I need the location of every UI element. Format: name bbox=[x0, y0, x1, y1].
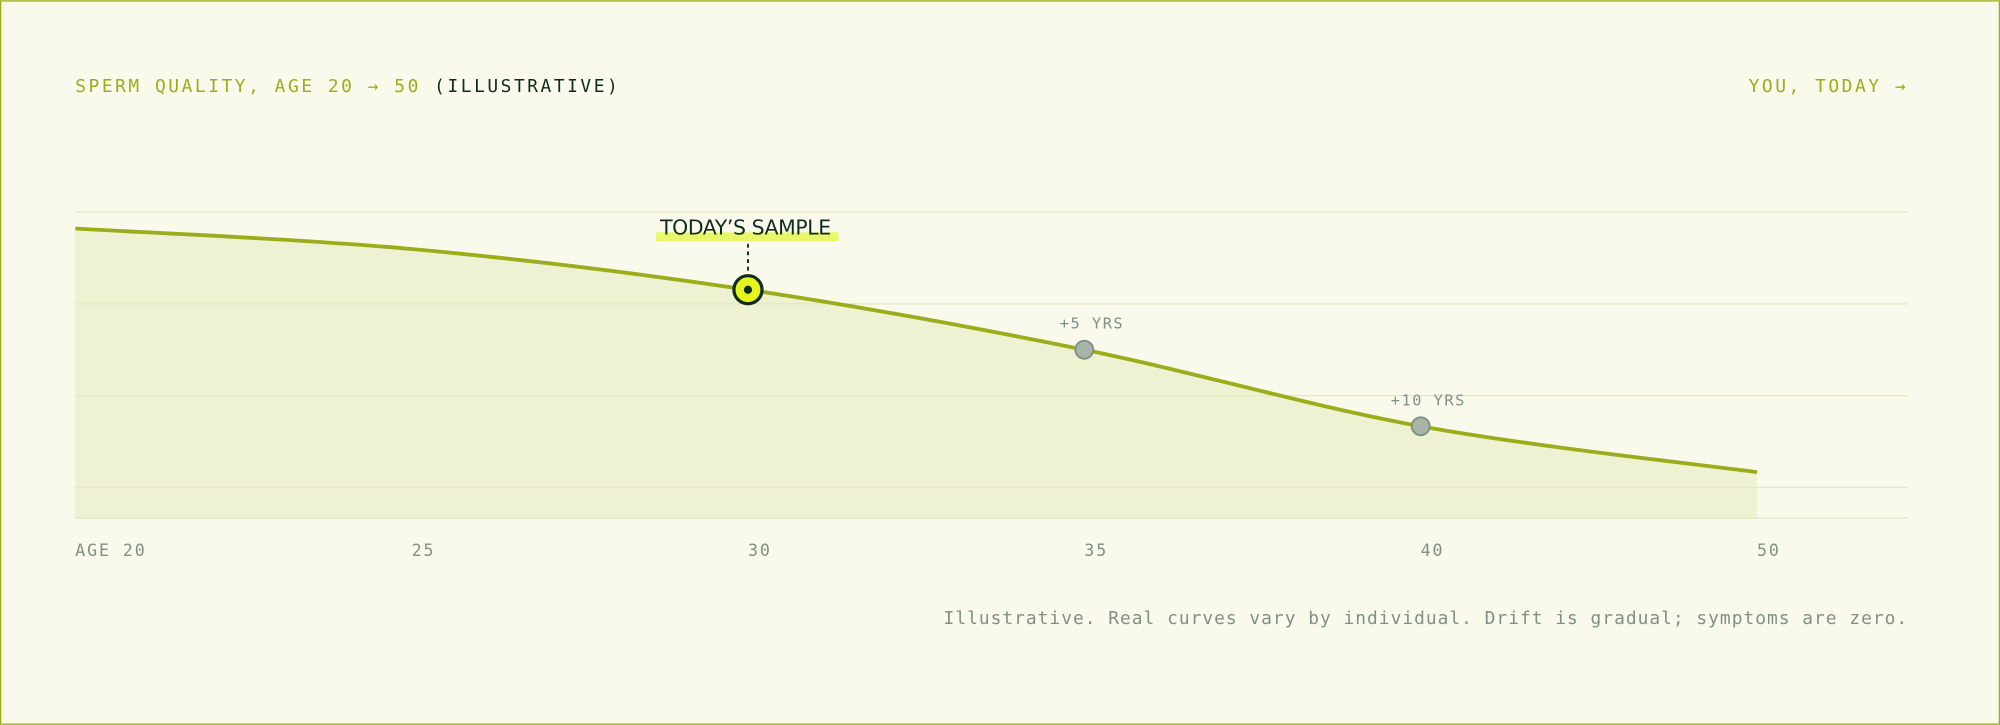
x-tick-label: 30 bbox=[748, 541, 772, 560]
area bbox=[75, 228, 1758, 519]
x-tick-label: 25 bbox=[412, 541, 436, 560]
chart-title: SPERM QUALITY, AGE 20 → 50 (ILLUSTRATIVE… bbox=[75, 76, 620, 97]
annotation-label: +10 YRS bbox=[1391, 391, 1466, 409]
annotation-label: TODAY’S SAMPLE bbox=[659, 216, 831, 240]
link[interactable]: YOU, TODAY → bbox=[1749, 76, 1909, 97]
annotation-label: +5 YRS bbox=[1060, 315, 1124, 333]
label-highlight bbox=[656, 232, 839, 242]
x-tick-label: 35 bbox=[1084, 541, 1108, 560]
marker bbox=[1410, 416, 1431, 437]
line bbox=[75, 226, 1758, 475]
x-tick-label: 50 bbox=[1757, 541, 1781, 560]
marker bbox=[1074, 339, 1095, 360]
footnote: Illustrative. Real curves vary by indivi… bbox=[944, 608, 1909, 629]
title-main: SPERM QUALITY, AGE 20 → 50 bbox=[75, 76, 421, 97]
marker-dot bbox=[743, 285, 753, 294]
x-tick-label: AGE 20 bbox=[75, 541, 146, 560]
title-note: (ILLUSTRATIVE) bbox=[434, 76, 620, 97]
x-tick-label: 40 bbox=[1421, 541, 1445, 560]
